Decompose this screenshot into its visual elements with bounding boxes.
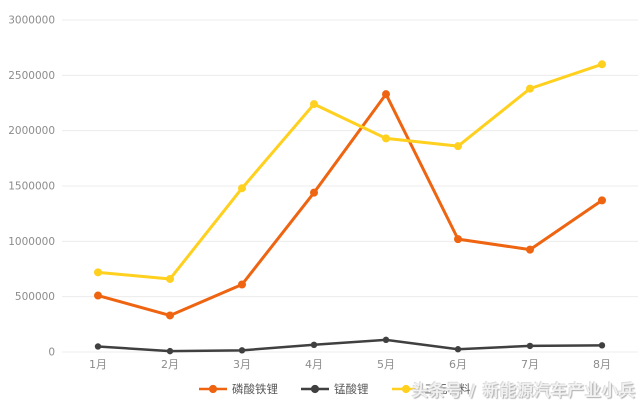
data-point-2-0 (94, 268, 102, 277)
data-point-0-4 (382, 90, 390, 99)
y-axis-tick-label: 3000000 (8, 15, 55, 27)
data-point-1-7 (598, 342, 606, 349)
x-axis-tick-label: 6月 (449, 358, 467, 371)
chart-legend: 磷酸铁锂 锰酸锂 三元材料 (198, 381, 471, 397)
legend-label-lmo: 锰酸锂 (334, 382, 369, 396)
data-point-1-3 (310, 341, 318, 349)
data-point-1-4 (382, 336, 390, 344)
data-point-1-5 (454, 346, 462, 353)
y-axis-tick-label: 1500000 (8, 181, 55, 193)
y-axis-tick-label: 2500000 (8, 70, 55, 82)
data-point-2-4 (382, 134, 390, 143)
x-axis-tick-label: 3月 (233, 358, 251, 371)
data-point-0-2 (238, 280, 246, 289)
x-axis-tick-label: 5月 (377, 358, 395, 371)
y-axis-tick-label: 500000 (15, 291, 55, 303)
legend-label-ternary: 三元材料 (424, 382, 471, 396)
data-point-2-2 (238, 184, 246, 193)
data-point-0-3 (310, 188, 318, 197)
data-point-0-7 (598, 196, 606, 205)
legend-line-dot-icon (391, 384, 420, 394)
legend-item-ternary: 三元材料 (391, 381, 471, 397)
legend-line-dot-icon (301, 384, 329, 394)
legend-item-lmo: 锰酸锂 (300, 381, 369, 397)
data-point-2-7 (598, 60, 606, 69)
data-point-1-1 (166, 347, 174, 355)
legend-item-lfp: 磷酸铁锂 (198, 381, 278, 397)
series-line-1 (96, 338, 604, 353)
series-line-2 (96, 62, 604, 281)
data-point-2-1 (166, 274, 174, 283)
data-point-1-2 (238, 347, 246, 354)
data-point-0-5 (454, 235, 462, 244)
data-point-1-0 (94, 343, 102, 350)
x-axis-tick-label: 8月 (593, 358, 611, 371)
data-point-2-5 (454, 142, 462, 151)
legend-label-lfp: 磷酸铁锂 (232, 382, 278, 396)
series-line-0 (96, 92, 604, 317)
x-axis-tick-label: 2月 (161, 358, 179, 371)
data-point-0-1 (166, 311, 174, 320)
x-axis-tick-label: 4月 (305, 358, 323, 371)
y-axis-tick-label: 0 (48, 347, 55, 359)
y-axis-tick-label: 2000000 (8, 125, 55, 137)
line-chart: 0 500000 1000000 1500000 2000000 2500000 30000… (8, 15, 638, 371)
data-point-2-3 (310, 100, 318, 109)
x-axis-tick-label: 1月 (89, 358, 107, 371)
y-axis-tick-label: 1000000 (8, 236, 55, 248)
data-point-2-6 (526, 84, 534, 93)
legend-line-dot-icon (199, 384, 227, 394)
data-point-1-6 (526, 342, 534, 350)
watermark-text: 头条号 / 新能源汽车产业小兵 (412, 381, 636, 400)
data-point-0-0 (94, 291, 102, 300)
data-point-0-6 (526, 245, 534, 254)
x-axis-tick-label: 7月 (521, 358, 539, 371)
